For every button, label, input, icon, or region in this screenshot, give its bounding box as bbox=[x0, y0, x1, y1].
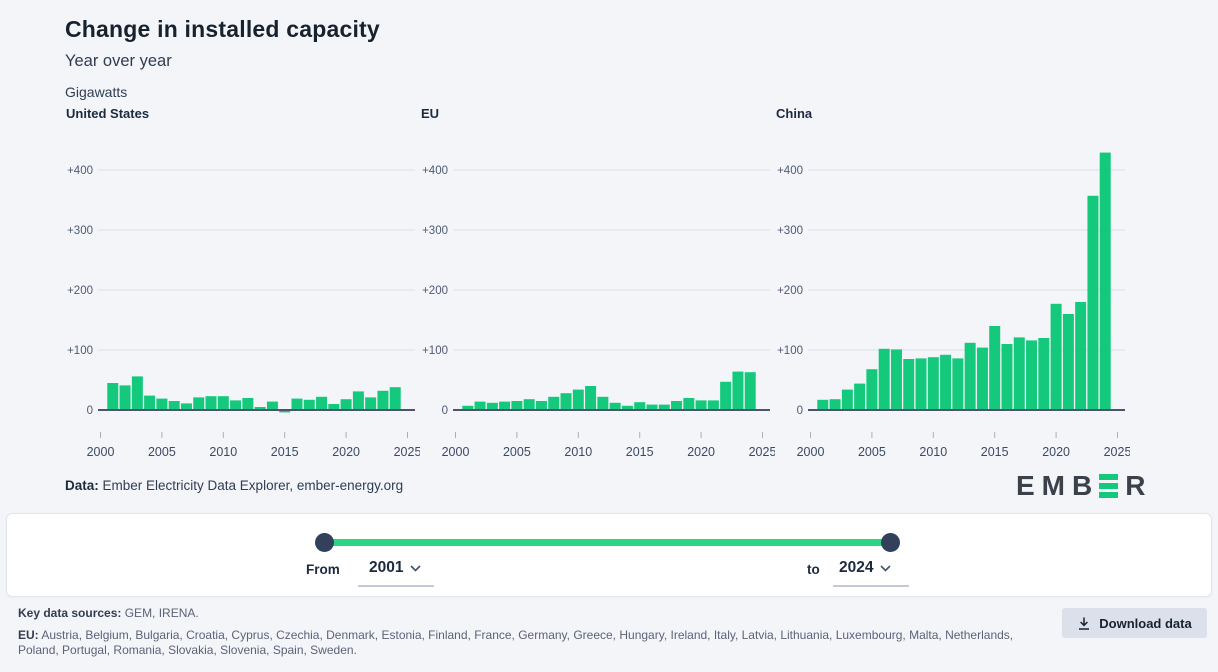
key-data-sources-label: Key data sources: bbox=[18, 606, 122, 620]
svg-text:+400: +400 bbox=[422, 165, 448, 177]
svg-text:2005: 2005 bbox=[503, 445, 531, 459]
svg-text:+100: +100 bbox=[67, 345, 93, 357]
chart-title-eu: EU bbox=[421, 106, 440, 121]
key-data-sources-text: GEM, IRENA. bbox=[121, 606, 199, 620]
chart-title-united-states: United States bbox=[66, 106, 150, 121]
units-label: Gigawatts bbox=[65, 84, 128, 100]
from-year-value: 2001 bbox=[369, 559, 404, 576]
svg-text:2015: 2015 bbox=[626, 445, 654, 459]
eu-note-label: EU: bbox=[18, 628, 39, 642]
svg-text:+400: +400 bbox=[777, 165, 803, 177]
chart-panel-eu: EU 0 +100 +200 +300 +400 2000 2005 2010 2015 2020… bbox=[420, 106, 775, 476]
data-source-text: Ember Electricity Data Explorer, ember-e… bbox=[98, 478, 404, 493]
from-label: From bbox=[306, 562, 340, 577]
page-title: Change in installed capacity bbox=[65, 16, 380, 42]
svg-text:2025: 2025 bbox=[1104, 445, 1130, 459]
chart-united-states[interactable]: 0 +100 +200 +300 +400 2000 2005 2010 2015 2020 202… bbox=[65, 149, 420, 469]
svg-text:+300: +300 bbox=[422, 225, 448, 237]
svg-text:0: 0 bbox=[442, 405, 448, 417]
svg-text:2015: 2015 bbox=[981, 445, 1009, 459]
eu-note-text: Austria, Belgium, Bulgaria, Croatia, Cyp… bbox=[18, 628, 1014, 657]
data-source-line: Data: Ember Electricity Data Explorer, e… bbox=[65, 478, 403, 493]
svg-text:2010: 2010 bbox=[209, 445, 237, 459]
key-data-sources: Key data sources: GEM, IRENA. bbox=[18, 606, 199, 620]
svg-text:2015: 2015 bbox=[271, 445, 299, 459]
svg-text:2000: 2000 bbox=[87, 445, 115, 459]
svg-text:2005: 2005 bbox=[858, 445, 886, 459]
download-button-label: Download data bbox=[1099, 615, 1192, 631]
ember-logo-text-right: R bbox=[1125, 470, 1153, 501]
ember-logo-text-left: EMB bbox=[1016, 470, 1100, 501]
svg-text:+200: +200 bbox=[422, 285, 448, 297]
chart-title-china: China bbox=[776, 106, 813, 121]
svg-text:0: 0 bbox=[797, 405, 803, 417]
svg-text:2000: 2000 bbox=[442, 445, 470, 459]
chart-china[interactable]: 0 +100 +200 +300 +400 2000 2005 2010 2015 2020 202… bbox=[775, 149, 1130, 469]
svg-text:2010: 2010 bbox=[564, 445, 592, 459]
svg-text:2020: 2020 bbox=[332, 445, 360, 459]
range-handle-to[interactable] bbox=[881, 533, 900, 552]
svg-text:2020: 2020 bbox=[1042, 445, 1070, 459]
svg-text:2025: 2025 bbox=[749, 445, 775, 459]
data-source-label: Data: bbox=[65, 478, 99, 493]
ember-logo: EMB R bbox=[1016, 470, 1152, 502]
to-year-dropdown[interactable]: 2024 bbox=[839, 559, 892, 577]
download-icon bbox=[1079, 617, 1090, 630]
page-subtitle: Year over year bbox=[65, 52, 172, 70]
chevron-down-icon bbox=[880, 564, 892, 572]
svg-text:2020: 2020 bbox=[687, 445, 715, 459]
svg-text:+400: +400 bbox=[67, 165, 93, 177]
svg-text:+200: +200 bbox=[67, 285, 93, 297]
svg-text:+300: +300 bbox=[67, 225, 93, 237]
svg-text:0: 0 bbox=[87, 405, 93, 417]
to-label: to bbox=[807, 562, 820, 577]
chart-eu[interactable]: 0 +100 +200 +300 +400 2000 2005 2010 2015 2020 202… bbox=[420, 149, 775, 469]
range-handle-from[interactable] bbox=[315, 533, 334, 552]
ember-logo-green-e-icon bbox=[1099, 474, 1119, 498]
to-underline bbox=[833, 585, 909, 587]
svg-text:+300: +300 bbox=[777, 225, 803, 237]
eu-countries-note: EU: Austria, Belgium, Bulgaria, Croatia,… bbox=[18, 628, 1028, 657]
svg-text:+100: +100 bbox=[422, 345, 448, 357]
svg-text:2005: 2005 bbox=[148, 445, 176, 459]
svg-text:+100: +100 bbox=[777, 345, 803, 357]
year-range-card: From 2001 to 2024 bbox=[6, 513, 1212, 597]
svg-text:2000: 2000 bbox=[797, 445, 825, 459]
from-year-dropdown[interactable]: 2001 bbox=[369, 559, 422, 577]
chart-panel-united-states: United States 0 +100 +200 +300 +400 2000 2005 2… bbox=[65, 106, 420, 476]
svg-text:+200: +200 bbox=[777, 285, 803, 297]
download-data-button[interactable]: Download data bbox=[1062, 608, 1207, 638]
to-year-value: 2024 bbox=[839, 559, 874, 576]
from-underline bbox=[358, 585, 434, 587]
year-range-track[interactable] bbox=[324, 539, 890, 546]
chevron-down-icon bbox=[410, 564, 422, 572]
svg-text:2025: 2025 bbox=[394, 445, 420, 459]
chart-panel-china: China 0 +100 +200 +300 +400 2000 2005 2010 2015 2… bbox=[775, 106, 1130, 476]
svg-text:2010: 2010 bbox=[919, 445, 947, 459]
